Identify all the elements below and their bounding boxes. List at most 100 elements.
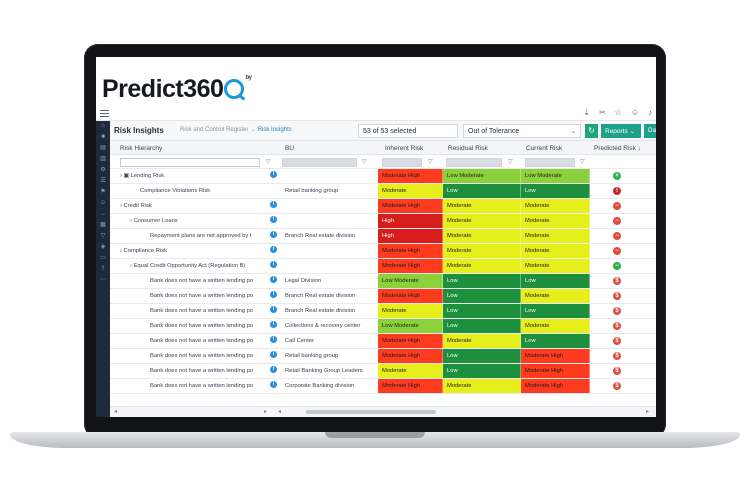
table-row[interactable]: Compliance Violations Risk Retail banking… (110, 184, 656, 199)
inherent-filter-input[interactable] (382, 158, 422, 167)
nav-link-icon[interactable]: → (100, 211, 106, 217)
risk-hierarchy-cell[interactable]: Bank does not have a written lending po (150, 338, 254, 344)
info-icon[interactable]: i (270, 351, 277, 358)
bu-filter-input[interactable] (282, 158, 357, 167)
table-row[interactable]: Bank does not have a written lending po i… (110, 289, 656, 304)
current-risk-cell[interactable]: Moderate (521, 259, 590, 273)
residual-risk-cell[interactable]: Low (443, 364, 521, 378)
table-row[interactable]: › ▣ Lending Risk i Moderate High Low Modera… (110, 169, 656, 184)
dashboard-button[interactable]: Das (644, 124, 656, 138)
current-risk-cell[interactable]: Low (521, 274, 590, 288)
residual-risk-cell[interactable]: Low Moderate (443, 169, 521, 183)
bell-icon[interactable]: ♪ (648, 108, 652, 117)
filter-icon[interactable]: ▽ (428, 159, 433, 165)
filter-icon[interactable]: ▽ (362, 159, 367, 165)
table-row[interactable]: Bank does not have a written lending po i… (110, 364, 656, 379)
residual-risk-cell[interactable]: Moderate (443, 334, 521, 348)
inherent-risk-cell[interactable]: Moderate (378, 304, 443, 318)
current-risk-cell[interactable]: Low (521, 334, 590, 348)
info-icon[interactable]: i (270, 276, 277, 283)
refresh-button[interactable]: ↻ (585, 124, 598, 138)
table-row[interactable]: Bank does not have a written lending po i… (110, 274, 656, 289)
residual-risk-cell[interactable]: Moderate (443, 379, 521, 393)
risk-hierarchy-cell[interactable]: Bank does not have a written lending po (150, 293, 254, 299)
info-icon[interactable]: i (270, 216, 277, 223)
nav-chart-icon[interactable]: ▥ (100, 156, 106, 162)
predicted-risk-icon[interactable]: − (613, 202, 621, 210)
info-icon[interactable]: i (270, 201, 277, 208)
info-icon[interactable]: i (270, 336, 277, 343)
predicted-risk-icon[interactable]: $ (613, 367, 621, 375)
inherent-risk-cell[interactable]: Moderate (378, 184, 443, 198)
residual-risk-cell[interactable]: Low (443, 349, 521, 363)
predicted-risk-icon[interactable]: $ (613, 337, 621, 345)
nav-flag-icon[interactable]: ⚑ (100, 189, 106, 195)
residual-risk-cell[interactable]: Moderate (443, 214, 521, 228)
risk-hierarchy-cell[interactable]: › Credit Risk (120, 203, 152, 209)
risk-hierarchy-cell[interactable]: Bank does not have a written lending po (150, 383, 254, 389)
current-risk-cell[interactable]: Moderate (521, 244, 590, 258)
predicted-risk-icon[interactable]: − (613, 232, 621, 240)
current-risk-cell[interactable]: Moderate (521, 199, 590, 213)
inherent-risk-cell[interactable]: Moderate High (378, 289, 443, 303)
info-icon[interactable]: i (270, 261, 277, 268)
scroll-left-icon[interactable]: ◂ (114, 409, 118, 415)
table-row[interactable]: Repayment plans are not approved by t i Br… (110, 229, 656, 244)
selection-count[interactable]: 53 of 53 selected (358, 124, 458, 138)
info-icon[interactable]: i (270, 246, 277, 253)
nav-risk-icon[interactable]: ■ (101, 134, 105, 140)
predicted-risk-icon[interactable]: − (613, 217, 621, 225)
nav-doc-icon[interactable]: ▤ (100, 145, 106, 151)
inherent-risk-cell[interactable]: High (378, 229, 443, 243)
table-row[interactable]: Bank does not have a written lending po i… (110, 304, 656, 319)
residual-risk-cell[interactable]: Low (443, 304, 521, 318)
breadcrumb-parent[interactable]: Risk and Control Register (180, 127, 249, 133)
breadcrumb-current[interactable]: Risk Insights (257, 127, 292, 133)
predicted-risk-icon[interactable]: − (613, 247, 621, 255)
nav-filter-icon[interactable]: ▽ (100, 233, 106, 239)
residual-risk-cell[interactable]: Low (443, 184, 521, 198)
current-risk-cell[interactable]: Low (521, 304, 590, 318)
inherent-risk-cell[interactable]: Moderate High (378, 349, 443, 363)
table-row[interactable]: Bank does not have a written lending po i… (110, 349, 656, 364)
inherent-risk-cell[interactable]: Moderate High (378, 259, 443, 273)
current-risk-cell[interactable]: Moderate High (521, 364, 590, 378)
residual-risk-cell[interactable]: Moderate (443, 229, 521, 243)
predicted-risk-icon[interactable]: ! (613, 187, 621, 195)
inherent-risk-cell[interactable]: Moderate (378, 364, 443, 378)
filter-icon[interactable]: ▽ (580, 159, 585, 165)
residual-risk-cell[interactable]: Low (443, 289, 521, 303)
scroll-left-icon[interactable]: ◂ (278, 409, 282, 415)
predicted-risk-icon[interactable]: $ (613, 307, 621, 315)
risk-hierarchy-cell[interactable]: › Compliance Risk (120, 248, 168, 254)
tolerance-select[interactable]: Out of Tolerance ⌄ (463, 124, 581, 138)
nav-user-icon[interactable]: ☺ (99, 200, 107, 206)
col-risk-hierarchy[interactable]: Risk Hierarchy (120, 145, 163, 152)
nav-home-icon[interactable]: ⌂ (101, 123, 105, 129)
nav-calendar-icon[interactable]: ▦ (100, 222, 106, 228)
current-risk-cell[interactable]: Moderate (521, 319, 590, 333)
info-icon[interactable]: i (270, 381, 277, 388)
nav-key-icon[interactable]: † (101, 266, 105, 272)
risk-hierarchy-cell[interactable]: Bank does not have a written lending po (150, 353, 254, 359)
residual-risk-cell[interactable]: Moderate (443, 199, 521, 213)
inherent-risk-cell[interactable]: Low Moderate (378, 319, 443, 333)
table-row[interactable]: › Consumer Loans i High Moderate Moderate − (110, 214, 656, 229)
nav-folder-icon[interactable]: ▭ (100, 255, 106, 261)
nav-settings-icon[interactable]: ⚙ (100, 167, 106, 173)
horizontal-scrollbar[interactable]: ◂ ▸ ◂ ▸ (110, 406, 656, 417)
current-risk-cell[interactable]: Moderate (521, 289, 590, 303)
risk-hierarchy-cell[interactable]: Compliance Violations Risk (140, 188, 211, 194)
menu-icon[interactable] (100, 110, 109, 117)
col-predicted-risk[interactable]: Predicted Risk ↓ (594, 145, 641, 152)
scroll-right-icon[interactable]: ▸ (264, 409, 268, 415)
info-icon[interactable]: i (270, 291, 277, 298)
hierarchy-filter-input[interactable] (120, 158, 260, 167)
risk-hierarchy-cell[interactable]: › Consumer Loans (130, 218, 178, 224)
scroll-right-icon[interactable]: ▸ (646, 409, 650, 415)
inherent-risk-cell[interactable]: Moderate High (378, 379, 443, 393)
table-row[interactable]: Bank does not have a written lending po i… (110, 319, 656, 334)
info-icon[interactable]: i (270, 321, 277, 328)
table-row[interactable]: › Equal Credit Opportunity Act (Regulati… (110, 259, 656, 274)
inherent-risk-cell[interactable]: Moderate High (378, 169, 443, 183)
